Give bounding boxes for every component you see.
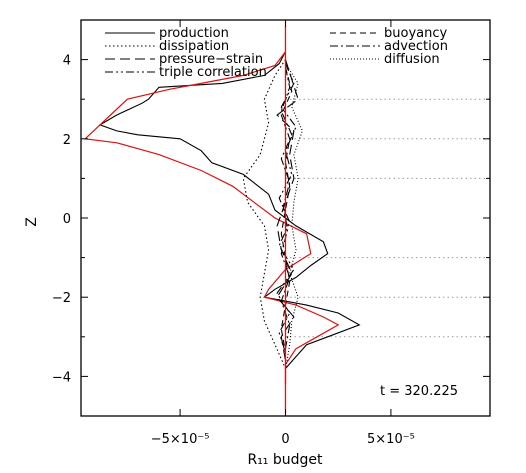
series-line-7 xyxy=(284,63,303,369)
series-lines xyxy=(83,20,361,416)
legend-label-triple-correlation: triple correlation xyxy=(159,65,267,80)
y-axis-label: Z xyxy=(24,217,40,227)
y-tick-label-4: −4 xyxy=(52,370,71,385)
y-tick-label-1: 2 xyxy=(63,133,71,148)
y-tick-label-2: 0 xyxy=(63,212,71,227)
legend: productiondissipationpressure−straintrip… xyxy=(105,26,448,80)
legend-label-production: production xyxy=(159,26,229,41)
series-line-0 xyxy=(98,51,361,385)
legend-label-pressure-strain: pressure−strain xyxy=(159,52,263,67)
x-axis-label: R₁₁ budget xyxy=(247,452,323,468)
series-line-6 xyxy=(280,67,293,349)
series-line-2 xyxy=(242,59,287,369)
x-tick-label-1: 0 xyxy=(281,432,289,447)
y-tick-label-3: −2 xyxy=(52,291,71,306)
y-tick-label-0: 4 xyxy=(63,54,71,69)
legend-label-dissipation: dissipation xyxy=(159,39,229,54)
legend-label-diffusion: diffusion xyxy=(384,52,440,67)
series-line-3 xyxy=(276,59,299,361)
legend-label-buoyancy: buoyancy xyxy=(384,26,447,41)
legend-label-advection: advection xyxy=(384,39,448,54)
time-annotation: t = 320.225 xyxy=(380,384,458,399)
axis-ticks: −5×10⁻⁵ 0 5×10⁻⁵ 4 2 0 −2 −4 xyxy=(52,19,490,447)
x-tick-label-0: −5×10⁻⁵ xyxy=(151,432,210,447)
reference-lines xyxy=(285,98,490,338)
series-line-1 xyxy=(83,51,340,385)
x-tick-label-2: 5×10⁻⁵ xyxy=(367,432,415,447)
